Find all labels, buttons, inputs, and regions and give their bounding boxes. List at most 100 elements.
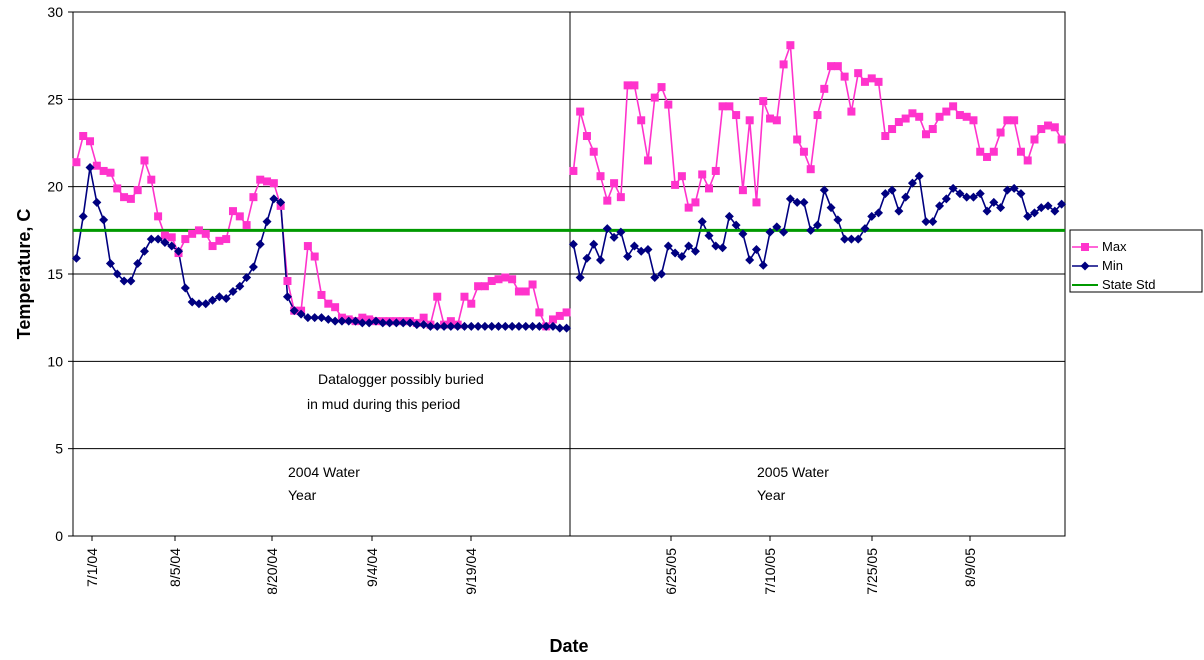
min-point <box>799 197 809 207</box>
min-point <box>1050 206 1060 216</box>
min-point <box>466 321 476 331</box>
min-point <box>989 197 999 207</box>
min-point <box>772 222 782 232</box>
datalogger-note-line-1: Datalogger possibly buried <box>318 371 484 387</box>
max-point <box>732 111 741 120</box>
x-axis-ticks: 7/1/04 8/5/04 8/20/04 9/4/04 9/19/04 6/25/05 7… <box>84 536 978 595</box>
min-point <box>975 189 985 199</box>
min-point <box>153 234 163 244</box>
min-point <box>968 192 978 202</box>
min-point <box>507 321 517 331</box>
min-point <box>643 245 653 255</box>
min-point <box>894 206 904 216</box>
y-tick-label: 0 <box>55 528 63 544</box>
max-point <box>133 186 142 195</box>
max-point <box>725 102 734 111</box>
min-point <box>575 272 585 282</box>
x-tick-label: 6/25/05 <box>663 548 679 595</box>
min-point <box>1009 183 1019 193</box>
min-point <box>711 241 721 251</box>
max-point <box>989 147 998 156</box>
x-tick-label: 9/4/04 <box>364 548 380 587</box>
min-point <box>439 321 449 331</box>
min-point <box>718 243 728 253</box>
max-point <box>256 175 265 184</box>
y-tick-label: 30 <box>47 4 63 20</box>
max-point <box>813 111 822 120</box>
gridlines <box>73 98 1065 450</box>
max-point <box>419 313 428 322</box>
min-point <box>785 194 795 204</box>
max-point <box>569 166 578 175</box>
min-point <box>473 321 483 331</box>
min-point <box>758 260 768 270</box>
x-tick-label: 8/20/04 <box>264 548 280 595</box>
max-point <box>480 282 489 291</box>
max-point <box>705 184 714 193</box>
x-tick-label: 7/1/04 <box>84 548 100 587</box>
max-point <box>610 179 619 188</box>
min-point <box>874 208 884 218</box>
x-tick-label: 7/25/05 <box>864 548 880 595</box>
min-point <box>941 194 951 204</box>
min-point <box>806 225 816 235</box>
max-point <box>508 275 517 284</box>
min-point <box>840 234 850 244</box>
period-label-2004-line-1: 2004 Water <box>288 464 360 480</box>
max-point <box>120 193 129 202</box>
legend-marker-min <box>1080 261 1090 271</box>
max-point <box>242 221 251 230</box>
max-point <box>637 116 646 125</box>
min-point <box>248 262 258 272</box>
min-point <box>616 227 626 237</box>
min-point <box>568 239 578 249</box>
max-point <box>806 165 815 174</box>
max-point <box>188 229 197 238</box>
min-point <box>71 253 81 263</box>
min-point <box>187 297 197 307</box>
max-point <box>514 287 523 296</box>
max-point <box>154 212 163 221</box>
min-point <box>92 197 102 207</box>
max-point <box>955 111 964 120</box>
min-point <box>494 321 504 331</box>
max-point <box>215 236 224 245</box>
min-point <box>398 318 408 328</box>
max-point <box>310 252 319 261</box>
min-point <box>133 259 143 269</box>
min-point <box>174 246 184 256</box>
max-point <box>1016 147 1025 156</box>
y-tick-label: 25 <box>47 91 63 107</box>
min-point <box>582 253 592 263</box>
max-point <box>474 282 483 291</box>
min-point <box>201 299 211 309</box>
y-axis-title: Temperature, C <box>14 209 34 340</box>
legend-label-max: Max <box>1102 239 1127 254</box>
max-point <box>501 273 510 282</box>
min-point <box>412 320 422 330</box>
min-point <box>745 255 755 265</box>
min-point <box>982 206 992 216</box>
x-tick-label: 8/5/04 <box>167 548 183 587</box>
datalogger-note-line-2: in mud during this period <box>307 396 460 412</box>
max-point <box>657 83 666 92</box>
min-point <box>208 295 218 305</box>
min-point <box>480 321 490 331</box>
min-point <box>657 269 667 279</box>
min-point <box>867 211 877 221</box>
legend-marker-max <box>1081 243 1089 251</box>
max-point <box>358 313 367 322</box>
max-point <box>664 100 673 109</box>
min-point <box>623 252 633 262</box>
max-point <box>222 235 231 244</box>
x-axis-title: Date <box>549 636 588 656</box>
max-point <box>745 116 754 125</box>
max-point <box>793 135 802 144</box>
max-point <box>671 180 680 189</box>
min-point <box>357 318 367 328</box>
max-point <box>269 179 278 188</box>
max-point <box>235 212 244 221</box>
max-point <box>72 158 81 167</box>
max-point <box>684 203 693 212</box>
